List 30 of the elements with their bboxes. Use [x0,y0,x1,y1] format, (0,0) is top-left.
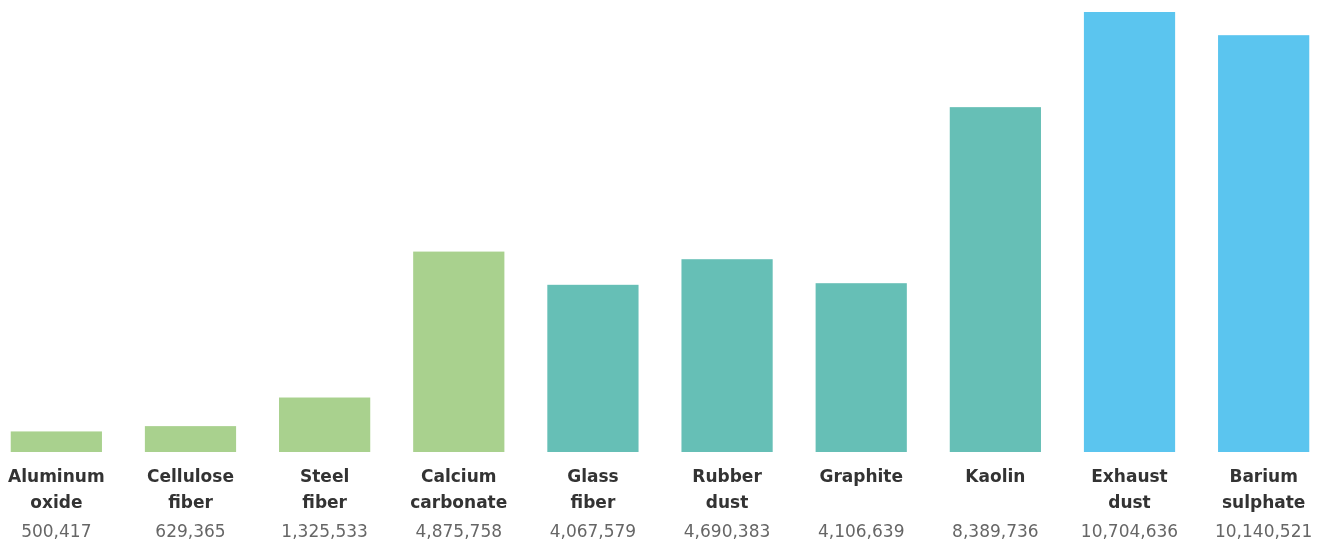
bar [1083,12,1176,452]
x-tick-label: Rubber dust [692,466,763,512]
x-tick-label: Barium sulphate [1221,466,1306,512]
data-label: 4,106,639 [817,521,905,541]
bar [144,426,237,452]
bar [815,283,907,452]
x-tick-label: Calcium carbonate [410,466,508,512]
x-tick-label: Aluminum oxide [8,466,105,512]
x-tick-label: Steel fiber [300,466,350,512]
data-label: 629,365 [155,521,226,541]
data-label: 4,067,579 [549,521,637,541]
bar [413,251,505,452]
x-tick-label: Glass fiber [567,466,619,512]
data-label: 8,389,736 [952,521,1039,541]
x-tick-label: Cellulose fiber [147,466,234,512]
x-tick-label: Exhaust dust [1091,466,1168,512]
bar [1218,35,1310,452]
x-tick-label: Kaolin [965,466,1026,486]
data-label: 500,417 [21,521,92,541]
bar [547,284,639,452]
data-label: 10,704,636 [1080,521,1179,541]
bar [681,259,773,452]
data-label: 1,325,533 [281,521,368,541]
data-label: 4,875,758 [415,521,503,541]
bar [949,107,1041,452]
x-tick-label: Graphite [819,466,904,486]
data-label: 4,690,383 [683,521,771,541]
bar [279,397,371,452]
bar [10,431,102,452]
data-label: 10,140,521 [1214,521,1313,541]
